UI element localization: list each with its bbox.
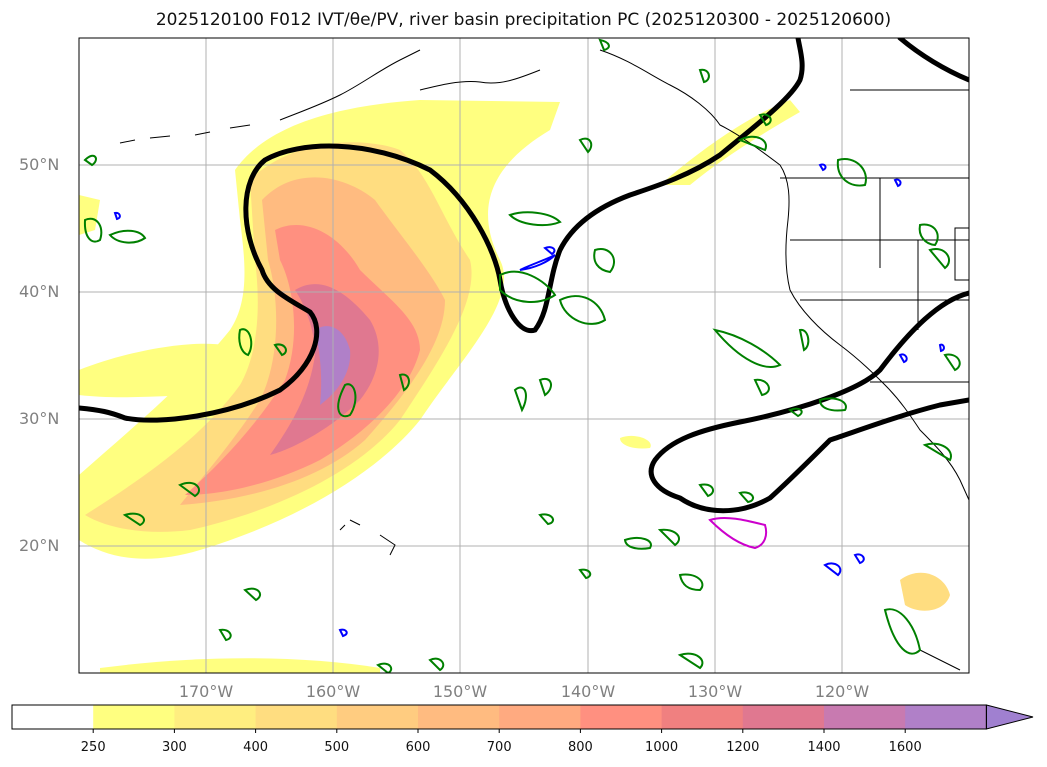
colorbar-label: 600 — [405, 740, 431, 755]
magenta-contour — [708, 516, 768, 550]
alaska-islands — [119, 49, 541, 144]
map-frame — [78, 37, 970, 674]
colorbar-segment — [580, 705, 663, 729]
colorbar-segment — [12, 705, 94, 729]
theta-e-contours — [79, 38, 969, 514]
lat-label: 50°N — [19, 155, 60, 174]
colorbar-label: 400 — [243, 740, 269, 755]
lon-label: 170°W — [178, 682, 234, 701]
colorbar-segment — [255, 705, 338, 729]
lat-label: 40°N — [19, 282, 60, 301]
colorbar-label: 1400 — [807, 740, 841, 755]
lat-label: 20°N — [19, 536, 60, 555]
lon-label: 140°W — [560, 682, 616, 701]
colorbar-label: 300 — [161, 740, 187, 755]
basin-precip-contours — [113, 163, 945, 638]
pv-contours — [83, 38, 961, 673]
colorbar-label: 500 — [324, 740, 350, 755]
colorbar-segment — [661, 705, 744, 729]
lon-label: 130°W — [687, 682, 743, 701]
colorbar-segment — [824, 705, 906, 729]
colorbar-extend-arrow — [985, 704, 1034, 730]
colorbar — [11, 704, 1034, 733]
colorbar-segment — [499, 705, 581, 729]
colorbar-segment — [905, 705, 987, 729]
colorbar-label: 1200 — [726, 740, 760, 755]
colorbar-label: 1000 — [645, 740, 679, 755]
colorbar-segment — [174, 705, 257, 729]
lon-label: 150°W — [432, 682, 488, 701]
grid-lines — [79, 38, 969, 673]
colorbar-segment — [93, 705, 175, 729]
colorbar-segment — [418, 705, 500, 729]
colorbar-label: 250 — [80, 740, 106, 755]
lon-label: 120°W — [814, 682, 870, 701]
lat-label: 30°N — [19, 409, 60, 428]
colorbar-label: 1600 — [888, 740, 922, 755]
colorbar-segment — [742, 705, 825, 729]
chart-title: 2025120100 F012 IVT/θe/PV, river basin p… — [155, 10, 892, 30]
colorbar-segment — [336, 705, 419, 729]
colorbar-label: 700 — [486, 740, 512, 755]
colorbar-label: 800 — [567, 740, 593, 755]
lon-label: 160°W — [305, 682, 361, 701]
